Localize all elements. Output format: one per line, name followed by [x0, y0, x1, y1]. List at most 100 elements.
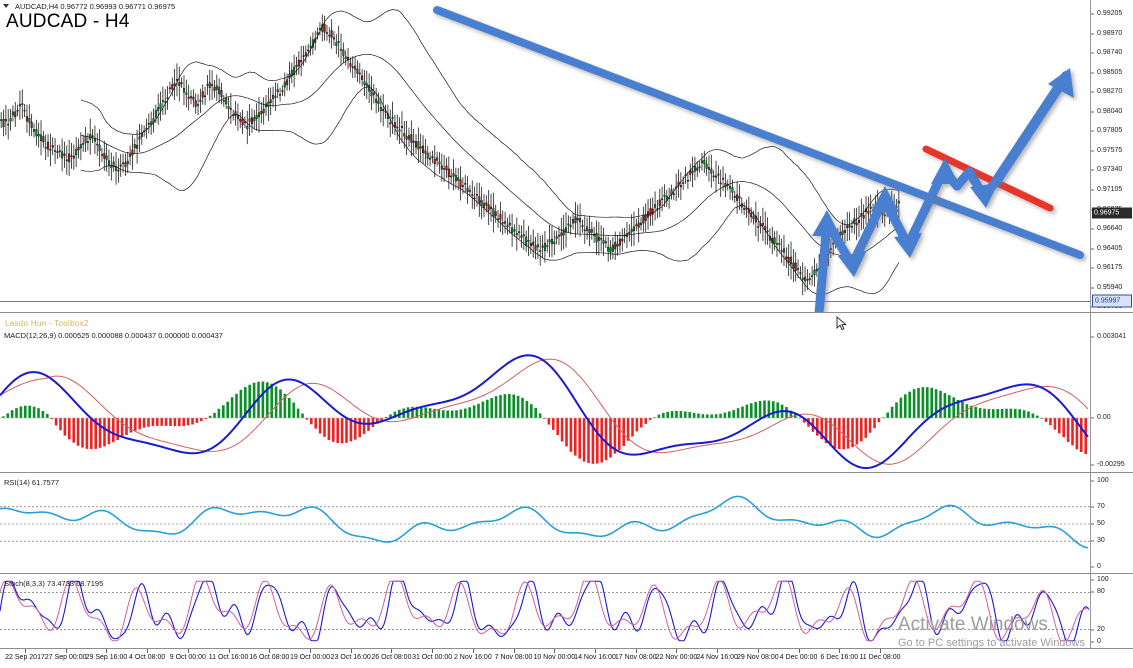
stochastic-tick-mark [1091, 629, 1094, 631]
macd-indicator-label[interactable]: MACD(12,26,9) 0.000525 0.000088 0.000437… [4, 331, 223, 340]
time-tick-mark [757, 649, 759, 653]
time-tick-mark [147, 649, 149, 653]
macd-tick-label: 0.00 [1097, 414, 1111, 421]
time-tick-mark [310, 649, 311, 653]
stochastic-plot-area[interactable] [0, 574, 1090, 648]
time-tick-mark [432, 649, 434, 653]
time-tick-mark [839, 649, 841, 653]
rsi-scale[interactable]: 100 70 50 30 0 [1090, 473, 1133, 573]
bollinger-bands [80, 9, 900, 295]
chevron-down-icon[interactable] [3, 4, 9, 8]
price-tick-label: 0.96405 [1097, 244, 1123, 252]
time-tick-mark [228, 649, 230, 653]
red-resistance-line[interactable] [922, 145, 1054, 212]
quote-bar-text: AUDCAD,H4 0.96772 0.96993 0.96771 0.9697… [15, 1, 176, 11]
time-tick-label: 6 Dec 16:00 [820, 654, 859, 661]
time-tick-label: 19 Oct 00:00 [289, 654, 331, 661]
time-tick-label: 24 Nov 16:00 [696, 654, 738, 661]
time-tick-label: 31 Oct 00:00 [412, 654, 453, 661]
rsi-panel[interactable]: 100 70 50 30 0 [0, 473, 1133, 573]
time-tick-mark [635, 649, 637, 653]
stochastic-tick-mark [1091, 579, 1094, 581]
price-tick-label: 0.98505 [1097, 68, 1123, 76]
stochastic-series-svg [0, 580, 1090, 642]
price-tick-mark [1091, 248, 1094, 250]
time-tick-label: 16 Oct 08:00 [249, 654, 290, 661]
panel-separator-3 [0, 573, 1133, 574]
time-tick-label: 4 Oct 08:00 [129, 654, 166, 661]
stochastic-tick-mark [1091, 591, 1094, 593]
stochastic-indicator-label[interactable]: Stoch(8,3,3) 73.4733 68.7195 [4, 579, 104, 588]
macd-main-line [0, 354, 1089, 470]
price-tick-mark [1091, 91, 1094, 93]
macd-scale[interactable]: 0.003041 0.00 -0.00295 [1090, 313, 1133, 472]
zigzag-forecast-arrow[interactable] [812, 68, 1074, 312]
price-tick-label: 0.98970 [1097, 29, 1123, 37]
rsi-tick-mark [1091, 480, 1094, 482]
price-tick-label: 0.97105 [1097, 185, 1123, 193]
time-tick-label: 23 Oct 16:00 [330, 654, 371, 661]
time-tick-mark [350, 649, 352, 653]
time-tick-label: 2 Nov 16:00 [453, 654, 492, 661]
stochastic-tick-label: 80 [1097, 588, 1105, 596]
price-tick-mark [1091, 13, 1094, 15]
current-price-box[interactable]: 0.96975 [1092, 207, 1132, 219]
rsi-plot-area[interactable] [0, 473, 1090, 573]
rsi-indicator-label[interactable]: RSI(14) 61.7577 [4, 478, 60, 487]
price-scale[interactable]: 0.99205 0.98970 0.98740 0.98505 0.98270 0.980… [1090, 0, 1133, 312]
rsi-tick-label: 0 [1097, 563, 1101, 570]
macd-panel[interactable]: 0.003041 0.00 -0.00295 [0, 313, 1133, 472]
stochastic-main-line [0, 580, 1090, 642]
macd-tick-mark [1091, 464, 1094, 466]
rsi-series-svg [0, 495, 1090, 549]
time-tick-label: 29 Sep 16:00 [85, 654, 128, 661]
stochastic-panel[interactable]: 100 80 20 0 [0, 574, 1133, 648]
time-tick-label: 26 Oct 08:00 [371, 654, 412, 661]
rsi-tick-label: 30 [1097, 537, 1105, 545]
macd-tick-mark [1091, 336, 1094, 338]
time-tick-label: 11 Dec 08:00 [859, 654, 901, 661]
time-tick-mark [880, 649, 881, 653]
downtrend-line[interactable] [433, 6, 1084, 259]
price-tick-label: 0.98740 [1097, 49, 1123, 57]
rsi-tick-mark [1091, 540, 1094, 542]
bid-price-box[interactable]: 0.95997 [1092, 294, 1132, 308]
macd-tick-mark [1091, 417, 1094, 419]
stochastic-tick-label: 100 [1097, 576, 1109, 583]
time-tick-label: 11 Oct 16:00 [208, 654, 249, 661]
macd-tick-label: 0.003041 [1097, 333, 1127, 340]
drawn-annotations-svg[interactable] [0, 0, 1090, 312]
time-tick-label: 14 Nov 16:00 [574, 654, 616, 661]
macd-tick-label: -0.00295 [1097, 461, 1125, 468]
price-tick-mark [1091, 150, 1094, 152]
stochastic-scale[interactable]: 100 80 20 0 [1090, 574, 1133, 648]
quote-bar[interactable]: AUDCAD,H4 0.96772 0.96993 0.96771 0.9697… [0, 0, 175, 12]
rsi-tick-mark [1091, 566, 1094, 568]
time-tick-mark [798, 649, 800, 653]
price-plot-area[interactable] [0, 0, 1090, 312]
price-tick-mark [1091, 33, 1094, 35]
time-tick-label: 17 Nov 08:00 [614, 654, 657, 661]
time-tick-mark [391, 649, 393, 653]
rsi-line [0, 495, 1089, 549]
price-tick-mark [1091, 169, 1094, 171]
stochastic-tick-label: 0 [1097, 638, 1101, 645]
time-tick-mark [25, 649, 26, 653]
time-tick-mark [717, 649, 719, 653]
time-tick-mark [106, 649, 108, 653]
price-panel[interactable]: 0.99205 0.98970 0.98740 0.98505 0.98270 0.980… [0, 0, 1133, 312]
time-tick-label: 7 Nov 08:00 [494, 654, 533, 661]
macd-plot-area[interactable] [0, 313, 1090, 472]
time-tick-label: 9 Oct 00:00 [169, 654, 206, 661]
toolbox-watermark-label: Lasdo Hun - Toolbox2 [5, 319, 89, 328]
price-tick-label: 0.99205 [1097, 10, 1123, 17]
time-tick-mark [513, 649, 515, 653]
stochastic-tick-mark [1091, 641, 1094, 643]
time-axis[interactable]: 22 Sep 2017 27 Sep 00:00 29 Sep 16:00 4 Oct… [0, 648, 1133, 668]
rsi-tick-label: 50 [1097, 520, 1105, 527]
rsi-tick-label: 100 [1097, 477, 1109, 484]
stochastic-tick-label: 20 [1097, 625, 1105, 633]
stochastic-signal-line [0, 580, 1090, 642]
time-tick-label: 4 Dec 00:00 [779, 654, 818, 661]
